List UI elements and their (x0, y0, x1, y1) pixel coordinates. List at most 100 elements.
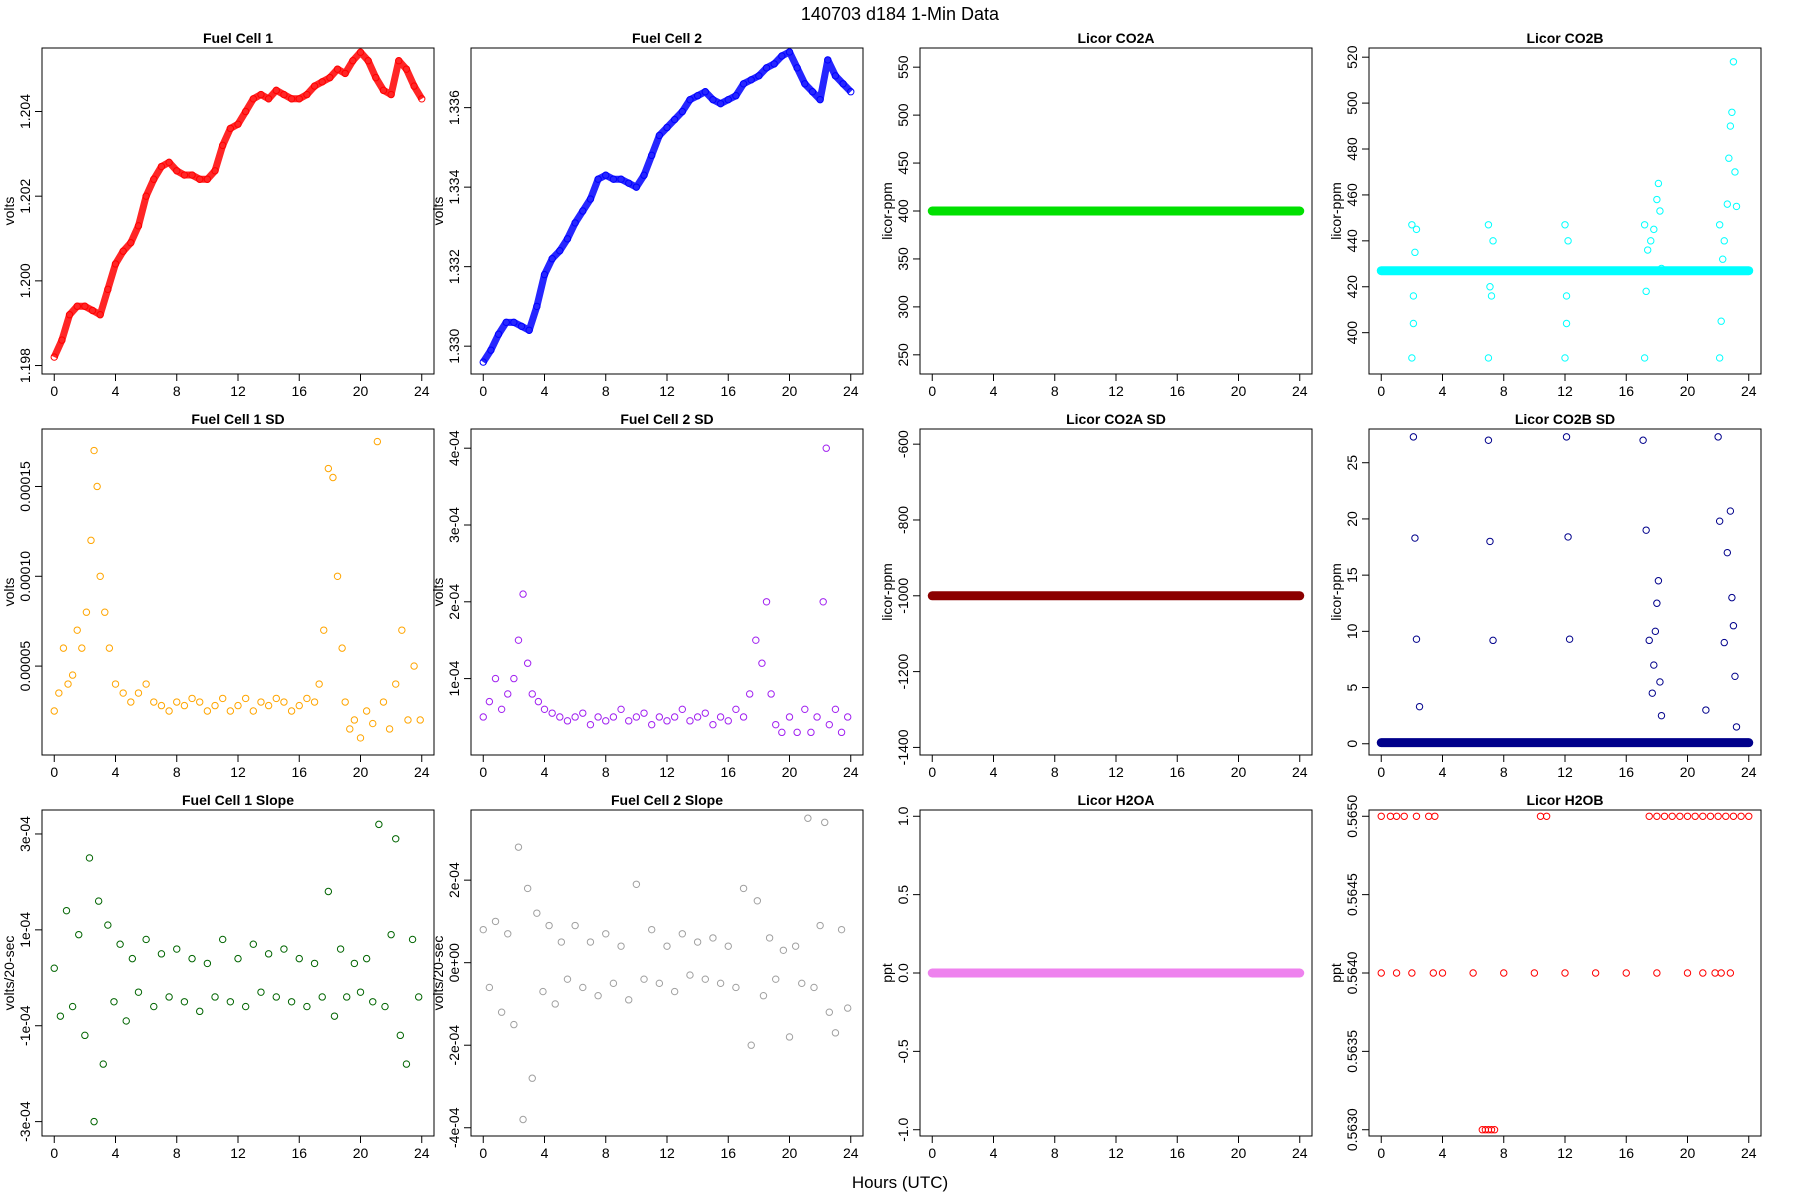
data-point (188, 694, 196, 703)
data-point (479, 713, 487, 721)
plot-frame (1368, 428, 1762, 756)
panel-title: Licor H2OA (1077, 792, 1154, 808)
data-point (563, 975, 572, 983)
y-tick-label: 2e-04 (446, 862, 462, 898)
panel-0: Fuel Cell 1 volts 0 4 8 12 16 20 24 1.198 1.200 1.2… (1, 30, 435, 399)
data-point (686, 95, 694, 104)
data-point (785, 1033, 794, 1041)
data-point (226, 998, 235, 1006)
data-point (1726, 969, 1735, 977)
x-tick-label: 12 (1557, 1145, 1573, 1161)
panel-8: Fuel Cell 1 Slope volts/20-sec 0 4 8 12 16 20 24… (1, 792, 435, 1161)
data-point (392, 680, 400, 688)
panel-title: Fuel Cell 1 SD (191, 411, 284, 427)
panel-title: Fuel Cell 2 Slope (611, 792, 723, 808)
x-tick-label: 8 (173, 1145, 181, 1161)
data-point (514, 843, 523, 851)
y-tick-label: 1.334 (446, 169, 462, 204)
data-point (586, 195, 595, 203)
data-point (111, 680, 120, 688)
y-tick-label: -1400 (895, 729, 911, 765)
y-tick-label: 25 (1344, 455, 1360, 471)
data-point (1732, 202, 1741, 211)
x-tick-label: 8 (602, 383, 610, 399)
data-point (336, 945, 345, 953)
x-tick-label: 24 (843, 764, 859, 780)
data-point (491, 917, 500, 926)
data-point (609, 713, 618, 721)
data-point (557, 938, 566, 946)
data-point (218, 694, 227, 703)
data-point (1409, 292, 1418, 300)
y-tick-label: -2e-04 (446, 1025, 462, 1066)
data-point (62, 906, 71, 915)
data-point (1723, 200, 1732, 208)
data-point (594, 713, 602, 721)
data-point (1490, 1126, 1499, 1134)
y-axis-label: licor-ppm (1328, 182, 1344, 240)
x-tick-label: 16 (1618, 764, 1634, 780)
data-point (1729, 58, 1738, 66)
data-point (165, 993, 173, 1001)
data-point (563, 235, 572, 243)
data-point (134, 689, 143, 697)
data-point (287, 95, 296, 103)
data-point (571, 921, 579, 930)
data-point (369, 719, 377, 728)
data-point (350, 959, 359, 968)
x-tick-label: 4 (112, 764, 120, 780)
x-tick-label: 20 (1680, 764, 1696, 780)
data-point (793, 728, 801, 737)
data-point (579, 983, 587, 992)
data-point (249, 707, 258, 715)
x-tick-label: 20 (1231, 1145, 1247, 1161)
data-point (517, 322, 526, 330)
data-point (609, 175, 618, 183)
data-point (804, 814, 812, 822)
data-point (188, 171, 196, 179)
data-point (234, 954, 242, 963)
data-point (1469, 969, 1477, 977)
data-point (563, 717, 572, 725)
data-point (491, 674, 500, 683)
data-point (218, 935, 227, 944)
data-point (287, 707, 296, 715)
x-tick-label: 16 (1618, 1145, 1634, 1161)
data-layer (1376, 433, 1754, 748)
plot-frame (41, 809, 435, 1137)
x-tick-label: 4 (990, 383, 998, 399)
panel-6: Licor CO2A SD licor-ppm 0 4 8 12 16 20 24 -1400 -1… (879, 411, 1313, 780)
data-point (241, 107, 250, 116)
data-point (801, 705, 809, 714)
data-point (1729, 812, 1738, 820)
data-point (1714, 433, 1722, 441)
x-tick-label: 24 (414, 764, 430, 780)
x-tick-label: 24 (1292, 1145, 1308, 1161)
data-point (594, 175, 602, 183)
data-point (571, 219, 579, 227)
y-tick-label: 0e+00 (446, 943, 462, 983)
data-point (128, 954, 137, 963)
data-point (73, 626, 81, 634)
x-tick-label: 16 (291, 1145, 307, 1161)
data-point (65, 311, 74, 319)
data-point (180, 998, 189, 1006)
data-point (519, 590, 527, 598)
data-point (356, 48, 365, 56)
data-point (122, 1017, 130, 1025)
data-point (410, 82, 418, 90)
data-point (338, 644, 346, 652)
data-point (839, 80, 847, 88)
data-point (1728, 593, 1736, 602)
y-tick-label: 0.00005 (17, 641, 33, 692)
panel-title: Licor H2OB (1526, 792, 1603, 808)
data-point (843, 713, 852, 721)
data-point (1653, 195, 1661, 204)
data-point (625, 179, 633, 187)
data-point (280, 945, 288, 953)
data-point (90, 446, 98, 455)
data-point (678, 107, 687, 116)
data-point (709, 95, 717, 104)
x-tick-label: 0 (928, 383, 936, 399)
data-point (739, 713, 748, 721)
